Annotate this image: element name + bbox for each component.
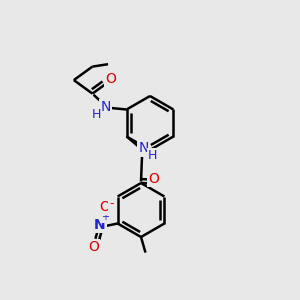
Text: +: + — [101, 212, 109, 223]
Text: O: O — [148, 172, 159, 186]
Text: N: N — [139, 142, 149, 155]
Text: N: N — [100, 100, 111, 114]
Text: O: O — [99, 200, 110, 214]
Text: O: O — [88, 240, 99, 254]
Text: H: H — [92, 107, 101, 121]
Text: N: N — [94, 218, 105, 232]
Text: -: - — [110, 196, 114, 210]
Text: H: H — [148, 149, 158, 162]
Text: O: O — [106, 72, 116, 86]
